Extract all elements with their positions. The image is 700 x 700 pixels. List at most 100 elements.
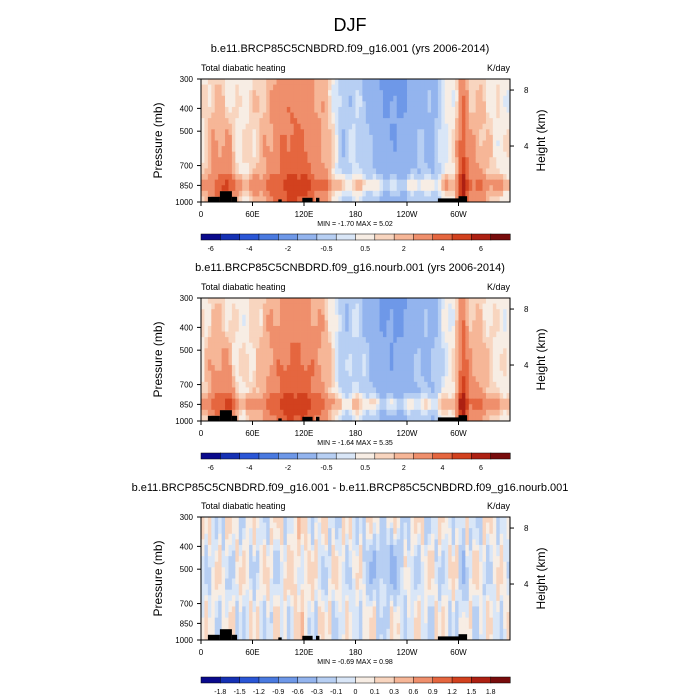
heatmap-cell <box>410 179 415 186</box>
colorbar-swatch <box>374 452 395 460</box>
heatmap-cell <box>355 123 360 130</box>
heatmap-cell <box>201 348 205 355</box>
heatmap-cell <box>201 90 205 97</box>
heatmap-cell <box>269 550 274 557</box>
heatmap-cell <box>448 101 453 108</box>
heatmap-cell <box>238 337 243 344</box>
heatmap-cell <box>238 95 243 102</box>
heatmap-cell <box>290 359 295 366</box>
heatmap-cell <box>338 118 343 125</box>
heatmap-cell <box>331 303 336 310</box>
heatmap-cell <box>290 146 295 153</box>
heatmap-cell <box>413 348 418 355</box>
heatmap-cell <box>334 398 339 405</box>
heatmap-cell <box>348 393 353 400</box>
heatmap-cell <box>482 157 487 164</box>
heatmap-cell <box>334 528 339 535</box>
heatmap-cell <box>225 168 229 175</box>
heatmap-cell <box>225 118 229 125</box>
heatmap-cell <box>321 90 325 97</box>
heatmap-cell <box>238 376 243 383</box>
heatmap-cell <box>407 522 411 529</box>
heatmap-cell <box>458 84 463 91</box>
heatmap-cell <box>461 556 466 563</box>
heatmap-cell <box>221 539 226 546</box>
heatmap-cell <box>293 123 298 130</box>
heatmap-cell <box>413 140 418 147</box>
heatmap-cell <box>420 168 425 175</box>
y-tick-label: 1000 <box>175 198 193 207</box>
heatmap-cell <box>262 151 267 158</box>
heatmap-cell <box>358 376 363 383</box>
heatmap-cell <box>310 129 315 136</box>
heatmap-cell <box>238 353 243 360</box>
heatmap-cell <box>389 556 394 563</box>
heatmap-cell <box>286 544 291 551</box>
heatmap-cell <box>465 151 470 158</box>
heatmap-cell <box>355 129 360 136</box>
heatmap-cell <box>468 517 473 523</box>
heatmap-cell <box>437 303 442 310</box>
heatmap-cell <box>434 190 439 197</box>
heatmap-cell <box>448 517 453 523</box>
heatmap-cell <box>259 112 264 119</box>
heatmap-cell <box>214 309 219 316</box>
heatmap-cell <box>424 162 428 169</box>
heatmap-cell <box>286 101 291 108</box>
heatmap-cell <box>358 353 363 360</box>
heatmap-cell <box>362 528 367 535</box>
heatmap-cell <box>266 528 271 535</box>
heatmap-cell <box>407 550 411 557</box>
heatmap-cell <box>358 415 363 422</box>
heatmap-cell <box>307 84 312 91</box>
heatmap-cell <box>348 404 353 411</box>
heatmap-cell <box>496 342 501 349</box>
heatmap-cell <box>503 179 507 186</box>
heatmap-cell <box>276 522 281 529</box>
heatmap-cell <box>479 157 483 164</box>
heatmap-cell <box>376 101 380 108</box>
heatmap-cell <box>358 393 363 400</box>
heatmap-cell <box>389 174 394 181</box>
heatmap-cell <box>376 353 380 360</box>
heatmap-cell <box>400 309 404 316</box>
heatmap-cell <box>238 79 243 85</box>
heatmap-cell <box>235 359 240 366</box>
heatmap-cell <box>283 387 288 394</box>
heatmap-cell <box>444 376 449 383</box>
heatmap-cell <box>386 370 391 377</box>
heatmap-cell <box>304 550 308 557</box>
heatmap-cell <box>317 517 322 523</box>
heatmap-cell <box>437 325 442 332</box>
heatmap-cell <box>348 196 353 203</box>
heatmap-cell <box>297 112 301 119</box>
heatmap-cell <box>420 190 425 197</box>
heatmap-cell <box>218 79 222 85</box>
heatmap-cell <box>461 398 466 405</box>
heatmap-cell <box>461 387 466 394</box>
heatmap-cell <box>266 134 271 141</box>
heatmap-cell <box>427 404 432 411</box>
heatmap-cell <box>273 174 277 181</box>
heatmap-cell <box>225 95 229 102</box>
heatmap-cell <box>458 303 463 310</box>
heatmap-cell <box>403 129 408 136</box>
heatmap-cell <box>431 79 435 85</box>
heatmap-cell <box>300 325 305 332</box>
heatmap-cell <box>386 185 391 192</box>
heatmap-cell <box>458 146 463 153</box>
heatmap-cell <box>345 561 350 568</box>
heatmap-cell <box>283 370 288 377</box>
heatmap-cell <box>455 168 459 175</box>
heatmap-cell <box>393 303 398 310</box>
heatmap-cell <box>304 398 308 405</box>
heatmap-cell <box>341 140 346 147</box>
heatmap-cell <box>489 370 494 377</box>
heatmap-cell <box>479 123 483 130</box>
heatmap-field <box>201 517 511 641</box>
heatmap-cell <box>434 522 439 529</box>
heatmap-cell <box>293 106 298 113</box>
heatmap-cell <box>331 376 336 383</box>
heatmap-cell <box>492 415 497 422</box>
heatmap-cell <box>424 556 428 563</box>
